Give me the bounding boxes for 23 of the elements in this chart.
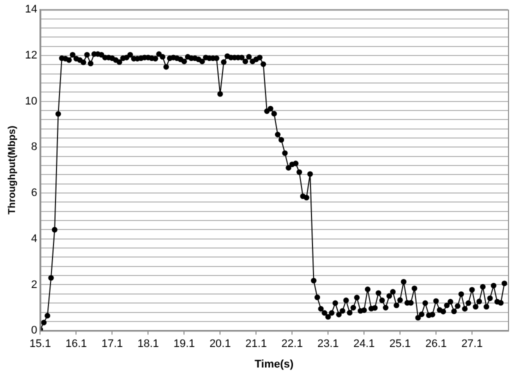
y-tick-label: 4 (31, 232, 38, 245)
x-tick-label: 20.1 (209, 338, 231, 350)
y-tick-label: 6 (31, 187, 38, 200)
x-tick-label: 25.1 (389, 338, 411, 350)
x-tick-label: 24.1 (353, 338, 375, 350)
x-tick-label: 27.1 (461, 338, 483, 350)
x-tick-label: 23.1 (317, 338, 339, 350)
y-tick-label: 10 (24, 95, 38, 108)
x-tick-label: 22.1 (281, 338, 303, 350)
x-tick-label: 21.1 (245, 338, 267, 350)
y-tick-label: 14 (24, 4, 38, 16)
x-tick-label: 16.1 (66, 338, 87, 350)
x-tick-label: 18.1 (137, 338, 159, 350)
y-tick-label: 0 (31, 324, 38, 337)
y-tick-label: 12 (24, 49, 38, 62)
y-tick-label: 2 (31, 278, 38, 291)
y-tick-label: 8 (31, 141, 38, 154)
x-axis-title: Time(s) (254, 358, 294, 370)
x-tick-label: 19.1 (173, 338, 195, 350)
y-axis-title: Throughput(Mbps) (6, 126, 18, 215)
x-tick-label: 17.1 (101, 338, 123, 350)
x-tick-label: 26.1 (425, 338, 447, 350)
x-tick-label: 15.1 (30, 338, 51, 350)
